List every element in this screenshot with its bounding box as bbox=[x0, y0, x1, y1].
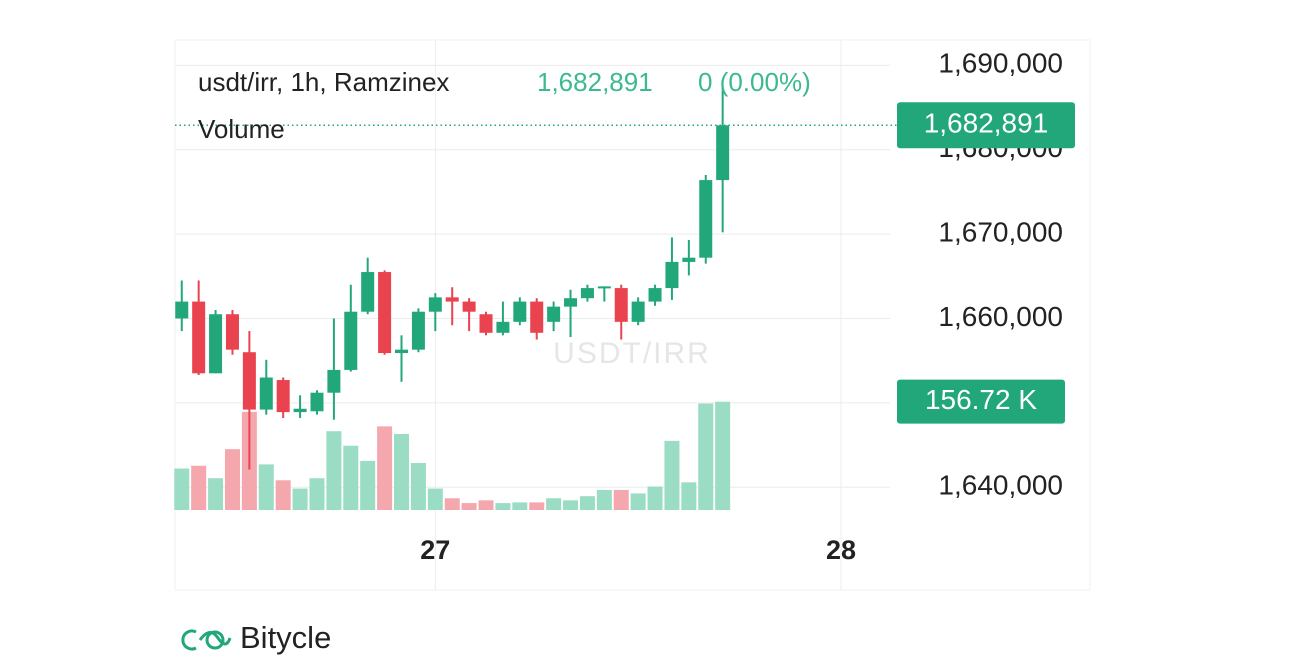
candle-body bbox=[648, 288, 662, 302]
volume-label: 156.72 K bbox=[925, 384, 1037, 415]
x-tick-label: 27 bbox=[420, 535, 450, 565]
plot-frame bbox=[174, 39, 1091, 591]
candle-body bbox=[175, 301, 189, 319]
volume-bar bbox=[698, 403, 714, 510]
volume-bar bbox=[394, 433, 410, 510]
y-tick-label: 1,690,000 bbox=[938, 48, 1063, 79]
candle-body bbox=[699, 180, 713, 258]
candle-body bbox=[479, 314, 493, 333]
candle-body bbox=[496, 321, 510, 333]
price-label: 1,682,891 bbox=[924, 108, 1049, 139]
candle-body bbox=[597, 286, 611, 289]
candle-body bbox=[209, 314, 223, 374]
volume-bar bbox=[596, 489, 612, 510]
volume-bar bbox=[563, 500, 579, 510]
volume-bar bbox=[377, 426, 393, 510]
candle-body bbox=[716, 125, 730, 181]
volume-bar bbox=[444, 498, 460, 510]
candle-body bbox=[327, 369, 341, 393]
volume-bar bbox=[343, 445, 359, 510]
candle-body bbox=[310, 392, 324, 412]
x-tick-label: 28 bbox=[826, 535, 856, 565]
volume-bar bbox=[174, 468, 190, 510]
candle-body bbox=[225, 314, 239, 350]
volume-bar bbox=[579, 496, 595, 510]
logo-circle bbox=[205, 630, 225, 650]
candle-body bbox=[580, 288, 594, 299]
candle-body bbox=[242, 352, 256, 410]
candle-body bbox=[428, 297, 442, 312]
volume-bar bbox=[292, 488, 308, 510]
candle-body bbox=[564, 298, 578, 307]
volume-bar bbox=[461, 503, 477, 510]
volume-bar bbox=[258, 464, 274, 510]
candle-body bbox=[411, 311, 425, 350]
candle-body bbox=[395, 349, 409, 354]
grid: 1,640,0001,650,0001,660,0001,670,0001,68… bbox=[174, 39, 1091, 591]
volume-bar bbox=[681, 482, 697, 510]
chart-title: usdt/irr, 1h, Ramzinex bbox=[198, 67, 449, 97]
candle-body bbox=[631, 301, 645, 322]
overlays: 1,682,891 156.72 K bbox=[175, 102, 1075, 424]
price-label-box bbox=[897, 102, 1075, 149]
logo-wave bbox=[198, 631, 232, 646]
candle-body bbox=[513, 301, 527, 322]
marks bbox=[174, 88, 731, 510]
y-tick-label: 1,640,000 bbox=[938, 470, 1063, 501]
volume-bar bbox=[275, 480, 291, 510]
volume-bar bbox=[647, 486, 663, 510]
candle-body bbox=[293, 408, 307, 413]
candle-body bbox=[682, 257, 696, 262]
candle-body bbox=[259, 377, 273, 410]
volume-title: Volume bbox=[198, 114, 285, 144]
candle-body bbox=[192, 301, 206, 374]
header-price: 1,682,891 bbox=[537, 67, 653, 97]
volume-bar bbox=[512, 502, 528, 510]
volume-bar bbox=[546, 498, 562, 510]
volume-bar bbox=[529, 502, 545, 510]
candle-body bbox=[361, 272, 375, 312]
volume-bar bbox=[630, 493, 646, 510]
watermark: USDT/IRR bbox=[553, 337, 711, 370]
volume-bar bbox=[664, 440, 680, 510]
header-change: 0 (0.00%) bbox=[698, 67, 811, 97]
volume-bar bbox=[309, 478, 325, 510]
candle-body bbox=[530, 301, 544, 333]
candle-body bbox=[614, 288, 628, 322]
volume-bar bbox=[208, 478, 224, 510]
y-tick-label: 1,660,000 bbox=[938, 301, 1063, 332]
candle-body bbox=[344, 311, 358, 370]
volume-bar bbox=[495, 503, 511, 510]
volume-bar bbox=[715, 401, 731, 510]
volume-bar bbox=[613, 489, 629, 510]
volume-bar bbox=[478, 500, 494, 510]
candle-body bbox=[547, 306, 561, 322]
logo-arc bbox=[181, 629, 197, 651]
candle-body bbox=[378, 272, 392, 354]
candle-body bbox=[276, 380, 290, 413]
volume-bar bbox=[224, 449, 240, 510]
brand: Bitycle bbox=[240, 620, 331, 655]
volume-bar bbox=[360, 460, 376, 510]
volume-bar bbox=[410, 463, 426, 510]
y-tick-label: 1,670,000 bbox=[938, 216, 1063, 247]
candle-body bbox=[445, 297, 459, 302]
volume-bar bbox=[191, 465, 207, 510]
volume-bar bbox=[427, 488, 443, 510]
candle-body bbox=[665, 261, 679, 289]
candle-body bbox=[462, 301, 476, 312]
brand-logo bbox=[181, 629, 232, 651]
volume-label-box bbox=[897, 379, 1065, 424]
volume-bar bbox=[326, 431, 342, 510]
